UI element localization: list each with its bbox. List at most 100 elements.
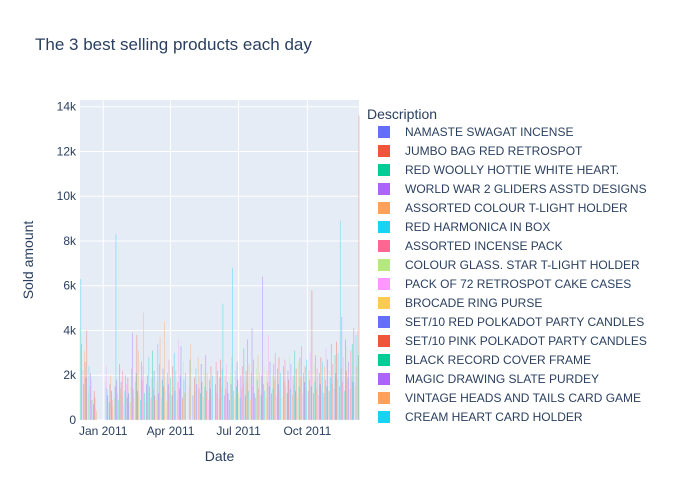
legend-item-label[interactable]: NAMASTE SWAGAT INCENSE: [405, 125, 573, 139]
bar[interactable]: [250, 373, 252, 420]
bar[interactable]: [262, 276, 263, 420]
bar[interactable]: [349, 388, 351, 420]
bar[interactable]: [330, 343, 332, 420]
bar[interactable]: [238, 393, 239, 420]
bar[interactable]: [115, 234, 117, 420]
bar[interactable]: [284, 359, 286, 420]
bar[interactable]: [320, 357, 322, 420]
bar[interactable]: [135, 373, 137, 420]
bar[interactable]: [136, 334, 138, 420]
bar[interactable]: [132, 388, 134, 420]
bar[interactable]: [126, 397, 128, 420]
bar[interactable]: [211, 375, 213, 420]
legend-swatch[interactable]: [378, 202, 390, 214]
bar[interactable]: [158, 364, 160, 420]
bar[interactable]: [244, 395, 246, 420]
bar[interactable]: [93, 390, 95, 420]
bar[interactable]: [263, 366, 265, 420]
bar[interactable]: [324, 379, 326, 420]
bar[interactable]: [315, 388, 317, 420]
bar[interactable]: [173, 352, 175, 420]
bar[interactable]: [221, 368, 223, 420]
bar[interactable]: [180, 346, 182, 420]
bar[interactable]: [261, 375, 263, 420]
bar[interactable]: [122, 404, 124, 420]
bar[interactable]: [124, 390, 126, 420]
bar[interactable]: [245, 370, 247, 420]
legend-item-label[interactable]: BLACK RECORD COVER FRAME: [405, 353, 591, 367]
bar[interactable]: [178, 339, 180, 420]
legend-item-label[interactable]: PACK OF 72 RETROSPOT CAKE CASES: [405, 277, 631, 291]
bar[interactable]: [253, 393, 255, 420]
bar[interactable]: [220, 359, 222, 420]
bar[interactable]: [176, 399, 178, 420]
bar[interactable]: [127, 377, 129, 420]
bar[interactable]: [116, 393, 118, 420]
legend-swatch[interactable]: [378, 373, 390, 385]
bar[interactable]: [280, 373, 281, 420]
bar[interactable]: [200, 393, 201, 420]
bar[interactable]: [81, 343, 82, 420]
bar[interactable]: [236, 361, 238, 420]
bar[interactable]: [175, 370, 177, 420]
bar[interactable]: [292, 395, 293, 420]
bar[interactable]: [303, 373, 305, 420]
bar[interactable]: [295, 390, 296, 420]
legend-swatch[interactable]: [378, 411, 390, 423]
bar[interactable]: [209, 388, 211, 420]
bar[interactable]: [224, 375, 226, 420]
bar[interactable]: [111, 390, 112, 420]
bar[interactable]: [195, 368, 197, 420]
bar[interactable]: [93, 404, 94, 420]
bar[interactable]: [177, 381, 179, 420]
bar[interactable]: [260, 395, 262, 420]
bar[interactable]: [235, 386, 237, 420]
bar[interactable]: [131, 368, 133, 420]
bar[interactable]: [251, 328, 253, 420]
bar[interactable]: [147, 390, 149, 420]
legend-item-label[interactable]: RED HARMONICA IN BOX: [405, 220, 550, 234]
bar[interactable]: [119, 388, 121, 420]
bar[interactable]: [325, 348, 327, 420]
bar[interactable]: [232, 267, 233, 420]
bar[interactable]: [335, 373, 337, 420]
bar[interactable]: [80, 279, 82, 420]
bar[interactable]: [293, 384, 295, 420]
bar[interactable]: [137, 350, 139, 420]
bar[interactable]: [141, 379, 143, 420]
bar[interactable]: [226, 381, 228, 420]
bar[interactable]: [340, 368, 342, 420]
bar[interactable]: [248, 364, 250, 420]
bar[interactable]: [331, 384, 333, 420]
bar[interactable]: [339, 220, 341, 420]
bar[interactable]: [167, 373, 168, 420]
bar[interactable]: [82, 370, 84, 420]
bar[interactable]: [198, 388, 200, 420]
legend-swatch[interactable]: [378, 164, 390, 176]
legend-swatch[interactable]: [378, 145, 390, 157]
bar[interactable]: [161, 379, 163, 420]
bar[interactable]: [234, 397, 236, 420]
bar[interactable]: [227, 393, 229, 420]
bar[interactable]: [105, 381, 106, 420]
bar[interactable]: [86, 330, 88, 420]
bar[interactable]: [316, 368, 318, 420]
bar[interactable]: [229, 373, 231, 420]
bar[interactable]: [90, 373, 91, 420]
bar[interactable]: [285, 386, 287, 420]
bar[interactable]: [328, 390, 330, 420]
bar[interactable]: [183, 379, 185, 420]
bar[interactable]: [84, 350, 85, 420]
legend-item-label[interactable]: ASSORTED INCENSE PACK: [405, 239, 563, 253]
bar[interactable]: [208, 399, 210, 420]
bar[interactable]: [146, 375, 148, 420]
bar[interactable]: [91, 399, 93, 420]
bar[interactable]: [330, 377, 331, 420]
bar[interactable]: [112, 406, 114, 420]
bar[interactable]: [140, 361, 142, 420]
legend-item-label[interactable]: CREAM HEART CARD HOLDER: [405, 410, 583, 424]
bar[interactable]: [266, 370, 268, 420]
bar[interactable]: [341, 317, 343, 420]
legend-swatch[interactable]: [378, 240, 390, 252]
bar[interactable]: [131, 332, 133, 420]
